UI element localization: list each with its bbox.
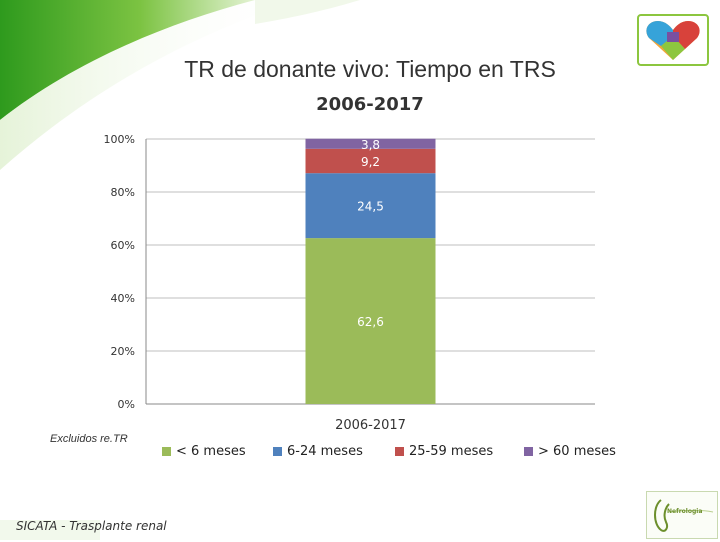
bars [305, 138, 436, 404]
x-axis-ticks: 2006-2017 [335, 418, 406, 433]
chart-legend: < 6 meses 6-24 meses 25-59 meses > 60 meses [150, 444, 650, 464]
legend-swatch [273, 447, 282, 456]
data-labels: 62,6 24,5 9,2 3,8 [357, 138, 384, 329]
y-tick-label: 0% [118, 398, 135, 411]
data-label: 24,5 [357, 200, 384, 214]
legend-label: < 6 meses [176, 444, 246, 459]
legend-swatch [524, 447, 533, 456]
nefrologia-logo: Nefrologia [646, 491, 718, 539]
data-label: 3,8 [361, 138, 380, 152]
legend-swatch [395, 447, 404, 456]
bar-segment [305, 138, 436, 149]
legend-item: 25-59 meses [395, 444, 493, 459]
data-label: 62,6 [357, 315, 384, 329]
y-axis-ticks: 0% 20% 40% 60% 80% 100% [104, 133, 135, 411]
y-tick-label: 60% [111, 239, 135, 252]
logo-wordmark: Nefrologia [667, 508, 703, 515]
exclusion-note: Excluidos re.TR [50, 433, 128, 445]
y-tick-label: 40% [111, 292, 135, 305]
footer-source: SICATA - Trasplante renal [16, 519, 167, 533]
heart-logo [637, 14, 709, 66]
legend-label: > 60 meses [538, 444, 616, 459]
slide-title: TR de donante vivo: Tiempo en TRS [184, 56, 556, 82]
legend-item: < 6 meses [162, 444, 246, 459]
y-tick-label: 100% [104, 133, 135, 146]
bar-segment [305, 238, 436, 404]
legend-label: 25-59 meses [409, 444, 494, 459]
y-tick-label: 20% [111, 345, 135, 358]
legend-label: 6-24 meses [287, 444, 363, 459]
bar-segment [305, 173, 436, 239]
legend-swatch [162, 447, 171, 456]
legend-item: 6-24 meses [273, 444, 363, 459]
legend-item: > 60 meses [524, 444, 616, 459]
slide-subtitle: 2006-2017 [316, 94, 424, 115]
bar-segment [305, 148, 436, 174]
x-tick-label: 2006-2017 [335, 418, 406, 433]
data-label: 9,2 [361, 155, 380, 169]
y-tick-label: 80% [111, 186, 135, 199]
